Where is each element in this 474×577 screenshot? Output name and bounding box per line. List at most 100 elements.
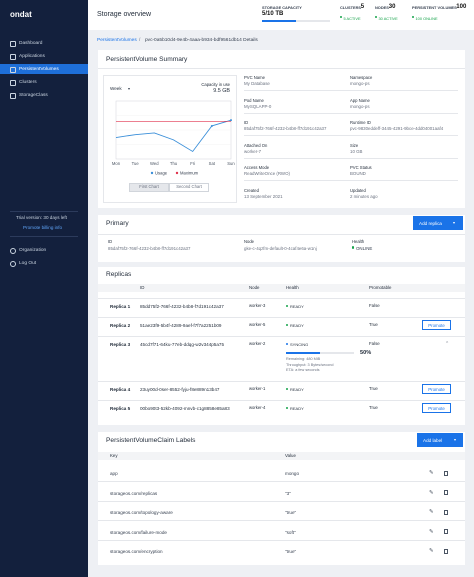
replica-promotable: True xyxy=(369,405,378,410)
chart-tab[interactable]: Second Chart xyxy=(169,183,209,192)
stat-value: 100 xyxy=(456,4,467,10)
button-caret: ▾ xyxy=(454,437,457,442)
row-divider xyxy=(98,539,465,541)
column-header: ID xyxy=(140,285,145,290)
delete-icon[interactable] xyxy=(444,529,448,534)
progress-fill xyxy=(286,352,320,355)
legend-label: Usage xyxy=(155,171,168,176)
row-divider xyxy=(98,481,465,482)
expand-chevron[interactable]: ⌃ xyxy=(445,341,450,347)
nav-active-bg xyxy=(0,64,88,74)
column-header: Key xyxy=(110,453,118,458)
delete-icon[interactable] xyxy=(444,490,448,495)
field-value: 13 September 2021 xyxy=(244,193,283,199)
breadcrumb-link[interactable]: PersistentVolumes xyxy=(97,38,137,43)
field-label: Access Mode xyxy=(244,165,270,170)
trial-link[interactable]: Promote billing info xyxy=(23,225,63,230)
field-value: gke-c-4qzfm-default-0-4caf4e6a-w1nj xyxy=(244,245,317,251)
edit-icon[interactable]: ✎ xyxy=(429,470,434,476)
nav-item[interactable]: PersistentVolumes xyxy=(19,66,59,72)
health-dot xyxy=(286,305,289,308)
trial-box xyxy=(10,211,78,237)
replica-id: 85dd75f2-766f-4232-b4b8-f7d191c42a37 xyxy=(140,304,224,309)
field-value: MySQLAPP-0 xyxy=(244,103,272,109)
replica-node: worker-2 xyxy=(249,341,266,346)
breadcrumb-current: pvc-0a5b10d4-9e4b-4aaa-b934-bdf9561db14 … xyxy=(145,38,258,43)
nav-item[interactable]: StorageClass xyxy=(19,92,48,98)
footer-icon xyxy=(10,261,16,267)
field-value: My Database xyxy=(244,81,270,86)
capacity-label: Capacity in use xyxy=(201,82,230,87)
capacity-track xyxy=(262,20,330,22)
field-label: Runtime ID xyxy=(350,120,371,125)
column-header: Promotable xyxy=(369,285,392,290)
stat-sub-dot xyxy=(375,16,377,19)
stat-label: PERSISTENT VOLUMES xyxy=(412,5,457,10)
card-title: Replicas xyxy=(106,271,132,278)
nav-item[interactable]: Clusters xyxy=(19,79,37,85)
edit-icon[interactable]: ✎ xyxy=(429,509,434,515)
divider xyxy=(244,90,458,91)
field-value: ReadWriteOnce (RWO) xyxy=(244,171,290,176)
divider xyxy=(244,157,458,159)
legend-label: Maximum xyxy=(180,171,199,176)
promote-button[interactable]: Promote xyxy=(422,403,451,413)
footer-item[interactable]: Log Out xyxy=(19,260,37,266)
promote-button[interactable]: Promote xyxy=(422,320,451,330)
stat-sub: 100 ONLINE xyxy=(415,15,438,21)
delete-icon[interactable] xyxy=(444,509,448,515)
add-label-button[interactable]: Add label xyxy=(417,433,463,447)
replica-node: worker-3 xyxy=(249,303,266,308)
replica-health: READY xyxy=(290,386,304,392)
field-label: Created xyxy=(244,187,259,193)
label-value: "3" xyxy=(285,490,291,496)
field-label: PVC Status xyxy=(350,165,372,170)
stat-sub: 30 ACTIVE xyxy=(378,15,398,21)
divider xyxy=(98,68,465,69)
add-replica-button[interactable]: Add replica xyxy=(413,216,463,230)
nav-item[interactable]: Applications xyxy=(19,53,45,59)
chart-tab[interactable]: First Chart xyxy=(129,183,169,192)
replica-health: READY xyxy=(290,303,304,309)
edit-icon[interactable]: ✎ xyxy=(429,528,434,535)
field-value: 85daf75f2-766f-4232-b4b8-ff7d191c42a37 xyxy=(244,126,327,131)
labels-card: PersistentVolumeClaim Labels Add label ▾ Ke… xyxy=(98,432,465,565)
field-label: Attached On xyxy=(244,142,268,148)
label-key: storageos.com/failure-mode xyxy=(110,529,167,535)
replica-id: 23uy00d-0ser-8552-fyju-f8e889n13b47 xyxy=(140,387,220,392)
replica-node: worker-1 xyxy=(249,386,266,391)
period-dropdown[interactable]: Week xyxy=(110,86,122,91)
field-value: 85daf75f2-766f-4232-b4b8-ff7d191c42a37 xyxy=(108,245,191,251)
row-divider xyxy=(98,400,465,401)
field-value: worker-7 xyxy=(244,148,262,154)
field-label: Namespace xyxy=(350,75,373,80)
progress-label: 50% xyxy=(360,350,372,356)
nav-icon xyxy=(10,41,16,47)
health-dot xyxy=(286,388,289,391)
label-key: storageos.com/replicas xyxy=(110,490,158,496)
breadcrumb-sep: / xyxy=(139,38,141,43)
stat-label: STORAGE CAPACITY xyxy=(262,5,302,10)
delete-icon[interactable] xyxy=(444,548,448,554)
row-divider xyxy=(98,520,465,521)
promote-button[interactable]: Promote xyxy=(422,384,451,394)
nav-item[interactable]: Dashboard xyxy=(19,40,43,46)
stat-label: NODES xyxy=(375,5,389,10)
replica-node: worker-4 xyxy=(249,405,266,410)
nav-icon xyxy=(10,93,16,99)
label-key: storageos.com/topology-aware xyxy=(110,510,173,515)
divider xyxy=(244,112,458,114)
field-label: PVC Name xyxy=(244,75,265,80)
series-point xyxy=(210,124,213,127)
field-value: BOUND xyxy=(350,171,366,176)
label-value: "true" xyxy=(285,510,297,515)
edit-icon[interactable]: ✎ xyxy=(429,489,434,496)
field-label: Node xyxy=(244,239,255,244)
card-title: PersistentVolumeClaim Labels xyxy=(106,437,196,444)
edit-icon[interactable]: ✎ xyxy=(429,548,434,554)
footer-item[interactable]: Organization xyxy=(19,247,47,253)
delete-icon[interactable] xyxy=(444,470,448,476)
health-dot xyxy=(286,343,289,346)
table-header-bg xyxy=(98,284,465,292)
chart-panel: Week ▾ Capacity in use 9.5 GB Mon Tue Wed Thu Fr… xyxy=(103,75,237,203)
